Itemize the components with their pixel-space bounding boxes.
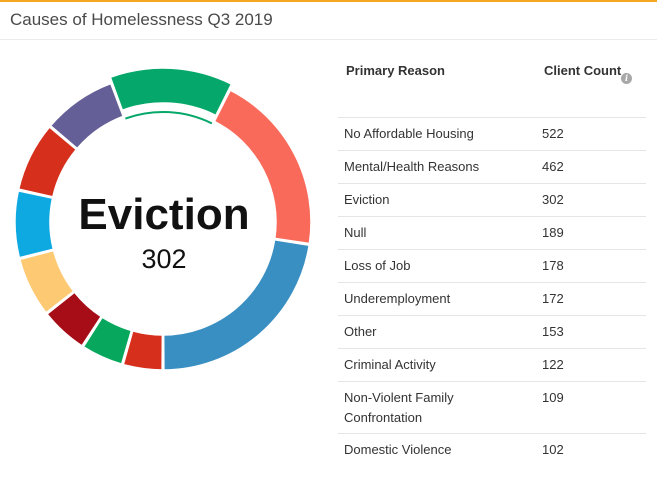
donut-slice-criminal-activity[interactable] (46, 291, 103, 347)
donut-center-value: 302 (141, 244, 187, 274)
donut-svg[interactable] (0, 40, 330, 477)
table-row[interactable]: No Affordable Housing 522 (338, 118, 646, 151)
donut-slice-other[interactable] (18, 249, 75, 314)
donut-chart[interactable]: Eviction 302 (0, 40, 330, 477)
selected-slice-indicator (125, 111, 213, 125)
table-row[interactable]: Loss of Job 178 (338, 250, 646, 283)
table-row[interactable]: Underemployment 172 (338, 283, 646, 316)
reason-table: Primary Reason Client Count i No Afforda… (338, 48, 646, 467)
donut-slice-underemployment[interactable] (14, 189, 55, 259)
header-primary-reason[interactable]: Primary Reason (346, 63, 445, 78)
table-row[interactable]: Null 189 (338, 217, 646, 250)
table-row[interactable]: Eviction 302 (338, 184, 646, 217)
table-body: No Affordable Housing 522 Mental/Health Re… (338, 118, 646, 467)
donut-slice-non-violent-family-confrontation[interactable] (82, 316, 133, 366)
donut-slice-null[interactable] (49, 82, 125, 150)
cell-count: 462 (542, 159, 564, 174)
cell-reason: Other (344, 324, 377, 339)
cell-reason: Loss of Job (344, 258, 411, 273)
donut-slice-eviction[interactable] (109, 67, 233, 117)
cell-reason: Mental/Health Reasons (344, 159, 480, 174)
header: Causes of Homelessness Q3 2019 (0, 2, 657, 40)
cell-reason: Underemployment (344, 291, 451, 306)
donut-slice-loss-of-job[interactable] (17, 126, 78, 198)
cell-reason: No Affordable Housing (344, 126, 474, 141)
table-header: Primary Reason Client Count i (338, 48, 646, 118)
cell-count: 189 (542, 225, 564, 240)
donut-center-label: Eviction (78, 190, 250, 239)
cell-count: 153 (542, 324, 564, 339)
cell-reason: Non-Violent Family Confrontation (344, 390, 454, 425)
table-row[interactable]: Domestic Violence 102 (338, 434, 646, 467)
cell-reason: Null (344, 225, 367, 240)
donut-slice-no-affordable-housing[interactable] (162, 238, 311, 371)
cell-count: 172 (542, 291, 564, 306)
donut-slice-domestic-violence[interactable] (122, 329, 164, 371)
cell-reason: Eviction (344, 192, 390, 207)
cell-count: 102 (542, 442, 564, 457)
table-row[interactable]: Criminal Activity 122 (338, 349, 646, 382)
top-accent-rule (0, 0, 657, 2)
cell-count: 122 (542, 357, 564, 372)
table-row[interactable]: Other 153 (338, 316, 646, 349)
donut-slice-mental-health-reasons[interactable] (213, 89, 312, 245)
page-title: Causes of Homelessness Q3 2019 (10, 10, 273, 29)
table-row[interactable]: Non-Violent Family Confrontation 109 (338, 382, 646, 434)
cell-reason: Domestic Violence (344, 442, 452, 457)
cell-count: 522 (542, 126, 564, 141)
cell-reason: Criminal Activity (344, 357, 436, 372)
table-row[interactable]: Mental/Health Reasons 462 (338, 151, 646, 184)
header-client-count[interactable]: Client Count (544, 63, 622, 78)
cell-count: 302 (542, 192, 564, 207)
cell-count: 109 (542, 390, 564, 405)
cell-count: 178 (542, 258, 564, 273)
info-icon[interactable]: i (621, 73, 632, 84)
